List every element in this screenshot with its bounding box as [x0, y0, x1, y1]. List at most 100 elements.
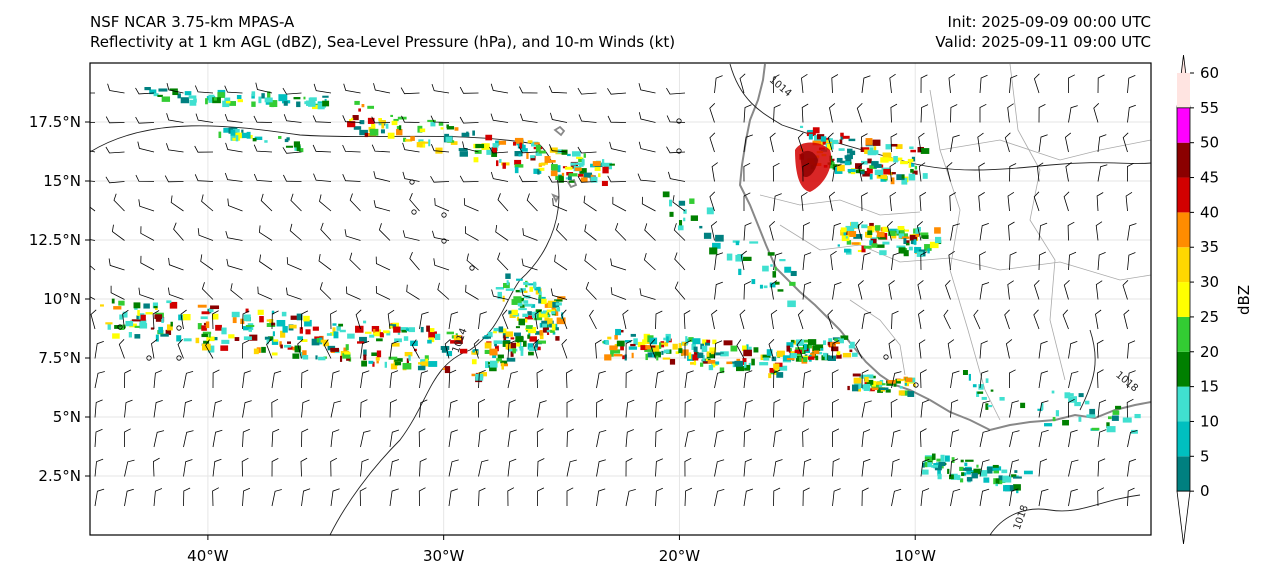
- reflectivity-echo: [294, 345, 301, 353]
- reflectivity-echo: [440, 345, 450, 350]
- reflectivity-echo: [161, 96, 171, 102]
- wind-barb: [577, 146, 597, 154]
- reflectivity-echo: [746, 344, 749, 351]
- wind-barb: [770, 309, 778, 330]
- reflectivity-echo: [839, 139, 843, 144]
- wind-barb: [526, 193, 538, 212]
- reflectivity-echo: [885, 389, 891, 393]
- reflectivity-echo: [682, 341, 687, 346]
- reflectivity-echo: [427, 339, 432, 344]
- wind-barb: [283, 174, 302, 182]
- reflectivity-echo: [806, 130, 816, 137]
- wind-barb: [111, 224, 125, 241]
- reflectivity-echo: [910, 168, 914, 173]
- reflectivity-echo: [259, 316, 264, 323]
- reflectivity-echo: [678, 348, 683, 354]
- wind-barb: [1127, 340, 1136, 359]
- reflectivity-echo: [344, 351, 351, 355]
- reflectivity-echo: [359, 120, 365, 125]
- reflectivity-echo: [518, 308, 527, 311]
- wind-barb: [478, 459, 489, 477]
- wind-barb: [1062, 309, 1069, 330]
- reflectivity-echo: [338, 323, 344, 327]
- wind-barb: [828, 191, 836, 212]
- wind-barb: [890, 103, 898, 123]
- reflectivity-echo: [701, 345, 708, 352]
- reflectivity-echo: [895, 379, 901, 384]
- wind-barb: [518, 175, 538, 183]
- reflectivity-echo: [383, 330, 390, 334]
- reflectivity-echo: [832, 164, 840, 167]
- reflectivity-echo: [404, 351, 413, 357]
- reflectivity-echo: [446, 126, 455, 130]
- reflectivity-echo: [873, 163, 882, 168]
- reflectivity-echo: [998, 475, 1003, 481]
- colorbar-segment: [1177, 73, 1190, 108]
- wind-barb: [832, 488, 841, 507]
- reflectivity-echo: [735, 254, 743, 262]
- wind-barb: [478, 311, 487, 330]
- wind-barb: [1126, 162, 1134, 182]
- reflectivity-echo: [726, 253, 733, 261]
- wind-barb: [979, 74, 988, 94]
- reflectivity-echo: [542, 327, 549, 333]
- reflectivity-echo: [529, 286, 534, 292]
- reflectivity-echo: [568, 173, 578, 177]
- reflectivity-echo: [659, 342, 662, 349]
- reflectivity-echo: [663, 349, 670, 354]
- reflectivity-echo: [883, 168, 891, 175]
- reflectivity-echo: [140, 314, 146, 321]
- wind-barb: [610, 287, 627, 300]
- colorbar-tick-label: 30: [1200, 273, 1219, 291]
- reflectivity-echo: [914, 165, 918, 170]
- wind-barb: [259, 254, 273, 271]
- reflectivity-echo: [815, 355, 819, 361]
- reflectivity-echo: [518, 153, 521, 157]
- reflectivity-echo: [537, 169, 540, 175]
- reflectivity-echo: [391, 120, 398, 126]
- wind-barb: [684, 339, 692, 359]
- wind-barb: [743, 162, 751, 182]
- reflectivity-echo: [820, 347, 824, 351]
- reflectivity-echo: [296, 144, 301, 152]
- wind-barb: [655, 370, 665, 389]
- reflectivity-echo: [512, 348, 516, 354]
- wind-barb: [409, 193, 420, 212]
- reflectivity-echo: [518, 318, 526, 326]
- reflectivity-echo: [876, 174, 884, 179]
- wind-barb: [1095, 309, 1102, 330]
- wind-barb: [948, 250, 955, 271]
- reflectivity-echo: [330, 347, 340, 352]
- reflectivity-echo: [852, 373, 861, 377]
- wind-barb: [537, 487, 545, 507]
- reflectivity-echo: [527, 311, 532, 316]
- reflectivity-echo: [861, 224, 868, 229]
- wind-barb: [271, 428, 280, 448]
- wind-barb: [212, 400, 223, 418]
- reflectivity-echo: [326, 333, 332, 336]
- wind-barb: [1038, 400, 1049, 418]
- reflectivity-echo: [834, 341, 840, 345]
- wind-barb: [389, 459, 400, 477]
- reflectivity-echo: [206, 336, 215, 342]
- wind-barb: [739, 73, 746, 94]
- wind-barb: [920, 458, 930, 477]
- reflectivity-echo: [837, 164, 845, 172]
- wind-barb: [459, 175, 479, 183]
- reflectivity-echo: [223, 127, 232, 133]
- reflectivity-echo: [893, 156, 898, 163]
- reflectivity-echo: [546, 323, 552, 327]
- wind-barb: [773, 252, 783, 271]
- wind-barb: [519, 86, 538, 94]
- wind-barb: [711, 309, 718, 330]
- reflectivity-echo: [324, 98, 327, 101]
- reflectivity-echo: [899, 385, 903, 389]
- calm-wind-circle: [176, 325, 182, 331]
- reflectivity-echo: [300, 339, 308, 342]
- wind-barb: [1007, 103, 1014, 123]
- reflectivity-echo: [155, 334, 159, 342]
- reflectivity-echo: [367, 117, 375, 124]
- wind-barb: [521, 288, 538, 300]
- reflectivity-echo: [1064, 392, 1071, 399]
- wind-barb: [418, 428, 426, 448]
